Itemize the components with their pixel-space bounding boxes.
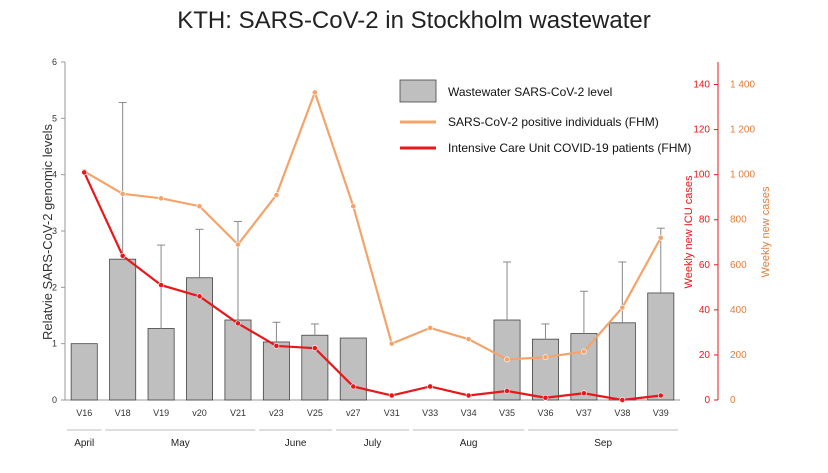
cases-line-point xyxy=(311,89,318,96)
cases-line-point xyxy=(350,203,357,210)
y-tick-label-left: 3 xyxy=(52,226,57,236)
icu-line-point xyxy=(427,383,434,390)
cases-line-point xyxy=(388,340,395,347)
icu-line-point xyxy=(273,343,280,349)
bar xyxy=(109,258,137,401)
x-tick-label: V18 xyxy=(115,408,131,418)
y-tick-label-icu: 140 xyxy=(693,80,710,91)
y-tick-label-left: 1 xyxy=(52,339,57,349)
bar xyxy=(70,343,98,401)
icu-line-point xyxy=(619,397,626,403)
legend-swatch-wastewater xyxy=(399,79,437,103)
cases-line-point xyxy=(158,195,164,202)
y-axis-left-label: Relatvie SARS-CoV-2 genomic levels xyxy=(40,123,55,340)
x-tick-label: v27 xyxy=(346,408,361,418)
icu-line-point xyxy=(388,392,395,399)
cases-line-point xyxy=(581,348,587,355)
month-label: May xyxy=(171,438,190,449)
legend-label-icu: Intensive Care Unit COVID-19 patients (F… xyxy=(448,141,691,155)
x-tick-label: V31 xyxy=(384,408,400,418)
y-tick-label-icu: 60 xyxy=(699,260,711,271)
chart-title: KTH: SARS-CoV-2 in Stockholm wastewater xyxy=(177,7,651,34)
cases-line-point xyxy=(542,354,549,361)
y-tick-label-cases: 1 400 xyxy=(730,80,755,91)
x-tick-label: V34 xyxy=(461,408,477,418)
x-tick-label: V36 xyxy=(537,408,553,418)
y-tick-label-left: 0 xyxy=(52,395,57,405)
y-axis-icu-label: Weekly new ICU cases xyxy=(683,175,695,288)
legend-label-wastewater: Wastewater SARS-CoV-2 level xyxy=(448,85,612,99)
bar xyxy=(301,334,329,401)
cases-line-point xyxy=(619,304,626,311)
y-tick-label-icu: 100 xyxy=(693,170,710,181)
cases-line-point xyxy=(235,241,241,248)
cases-line-point xyxy=(196,203,203,210)
y-tick-label-cases: 200 xyxy=(730,350,747,361)
cases-line-point xyxy=(273,192,280,198)
y-tick-label-cases: 1 000 xyxy=(730,170,755,181)
icu-line-point xyxy=(504,388,510,394)
icu-line-point xyxy=(657,392,664,399)
icu-line-point xyxy=(158,282,164,288)
y-tick-label-cases: 1 200 xyxy=(730,125,755,136)
y-tick-label-icu: 80 xyxy=(699,215,711,226)
y-tick-label-cases: 600 xyxy=(730,260,747,271)
month-label: Sep xyxy=(594,438,612,449)
legend-label-cases: SARS-CoV-2 positive individuals (FHM) xyxy=(448,115,659,129)
icu-line-point xyxy=(350,383,357,390)
x-tick-label: V19 xyxy=(153,408,169,418)
x-tick-label: V38 xyxy=(614,408,630,418)
x-tick-label: v20 xyxy=(192,408,207,418)
cases-line-point xyxy=(427,324,434,331)
x-tick-label: V37 xyxy=(576,408,592,418)
bar xyxy=(147,328,175,401)
bar xyxy=(647,292,675,401)
bar xyxy=(532,338,559,401)
y-tick-label-icu: 40 xyxy=(699,305,711,316)
cases-line-point xyxy=(657,234,664,241)
bar xyxy=(224,319,252,401)
icu-line-point xyxy=(81,169,88,176)
y-tick-label-left: 6 xyxy=(52,57,57,67)
icu-line-point xyxy=(196,293,203,300)
bar xyxy=(339,337,367,401)
x-tick-label: V33 xyxy=(422,408,438,418)
y-axis-cases-label: Weekly new cases xyxy=(760,186,772,277)
icu-line-point xyxy=(311,345,318,352)
y-tick-label-cases: 0 xyxy=(730,395,736,406)
y-tick-label-icu: 120 xyxy=(693,125,710,136)
icu-line-point xyxy=(235,320,241,327)
x-tick-label: V21 xyxy=(230,408,246,418)
month-label: July xyxy=(364,438,382,449)
y-tick-label-cases: 800 xyxy=(730,215,747,226)
y-tick-label-cases: 400 xyxy=(730,305,747,316)
cases-line xyxy=(83,89,662,361)
bar xyxy=(608,322,636,401)
icu-line-point xyxy=(581,390,587,397)
icu-line-point xyxy=(542,394,549,401)
bar xyxy=(262,341,290,401)
icu-line xyxy=(83,171,661,402)
bar xyxy=(570,333,598,401)
x-tick-label: V35 xyxy=(499,408,515,418)
y-tick-label-left: 2 xyxy=(52,282,57,292)
cases-line-point xyxy=(119,190,126,197)
month-label: April xyxy=(74,438,94,449)
icu-line-point xyxy=(465,392,472,399)
month-label: June xyxy=(285,438,307,449)
x-tick-label: V25 xyxy=(307,408,323,418)
y-tick-label-icu: 0 xyxy=(704,395,710,406)
icu-line-point xyxy=(119,252,126,259)
y-tick-label-left: 5 xyxy=(52,113,57,123)
month-label: Aug xyxy=(460,438,478,449)
cases-line-point xyxy=(465,336,472,343)
y-tick-label-icu: 20 xyxy=(699,350,711,361)
x-tick-label: V16 xyxy=(76,408,92,418)
x-tick-label: V39 xyxy=(653,408,669,418)
y-tick-label-left: 4 xyxy=(52,170,57,180)
cases-line-point xyxy=(504,356,510,363)
x-tick-label: v23 xyxy=(269,408,284,418)
